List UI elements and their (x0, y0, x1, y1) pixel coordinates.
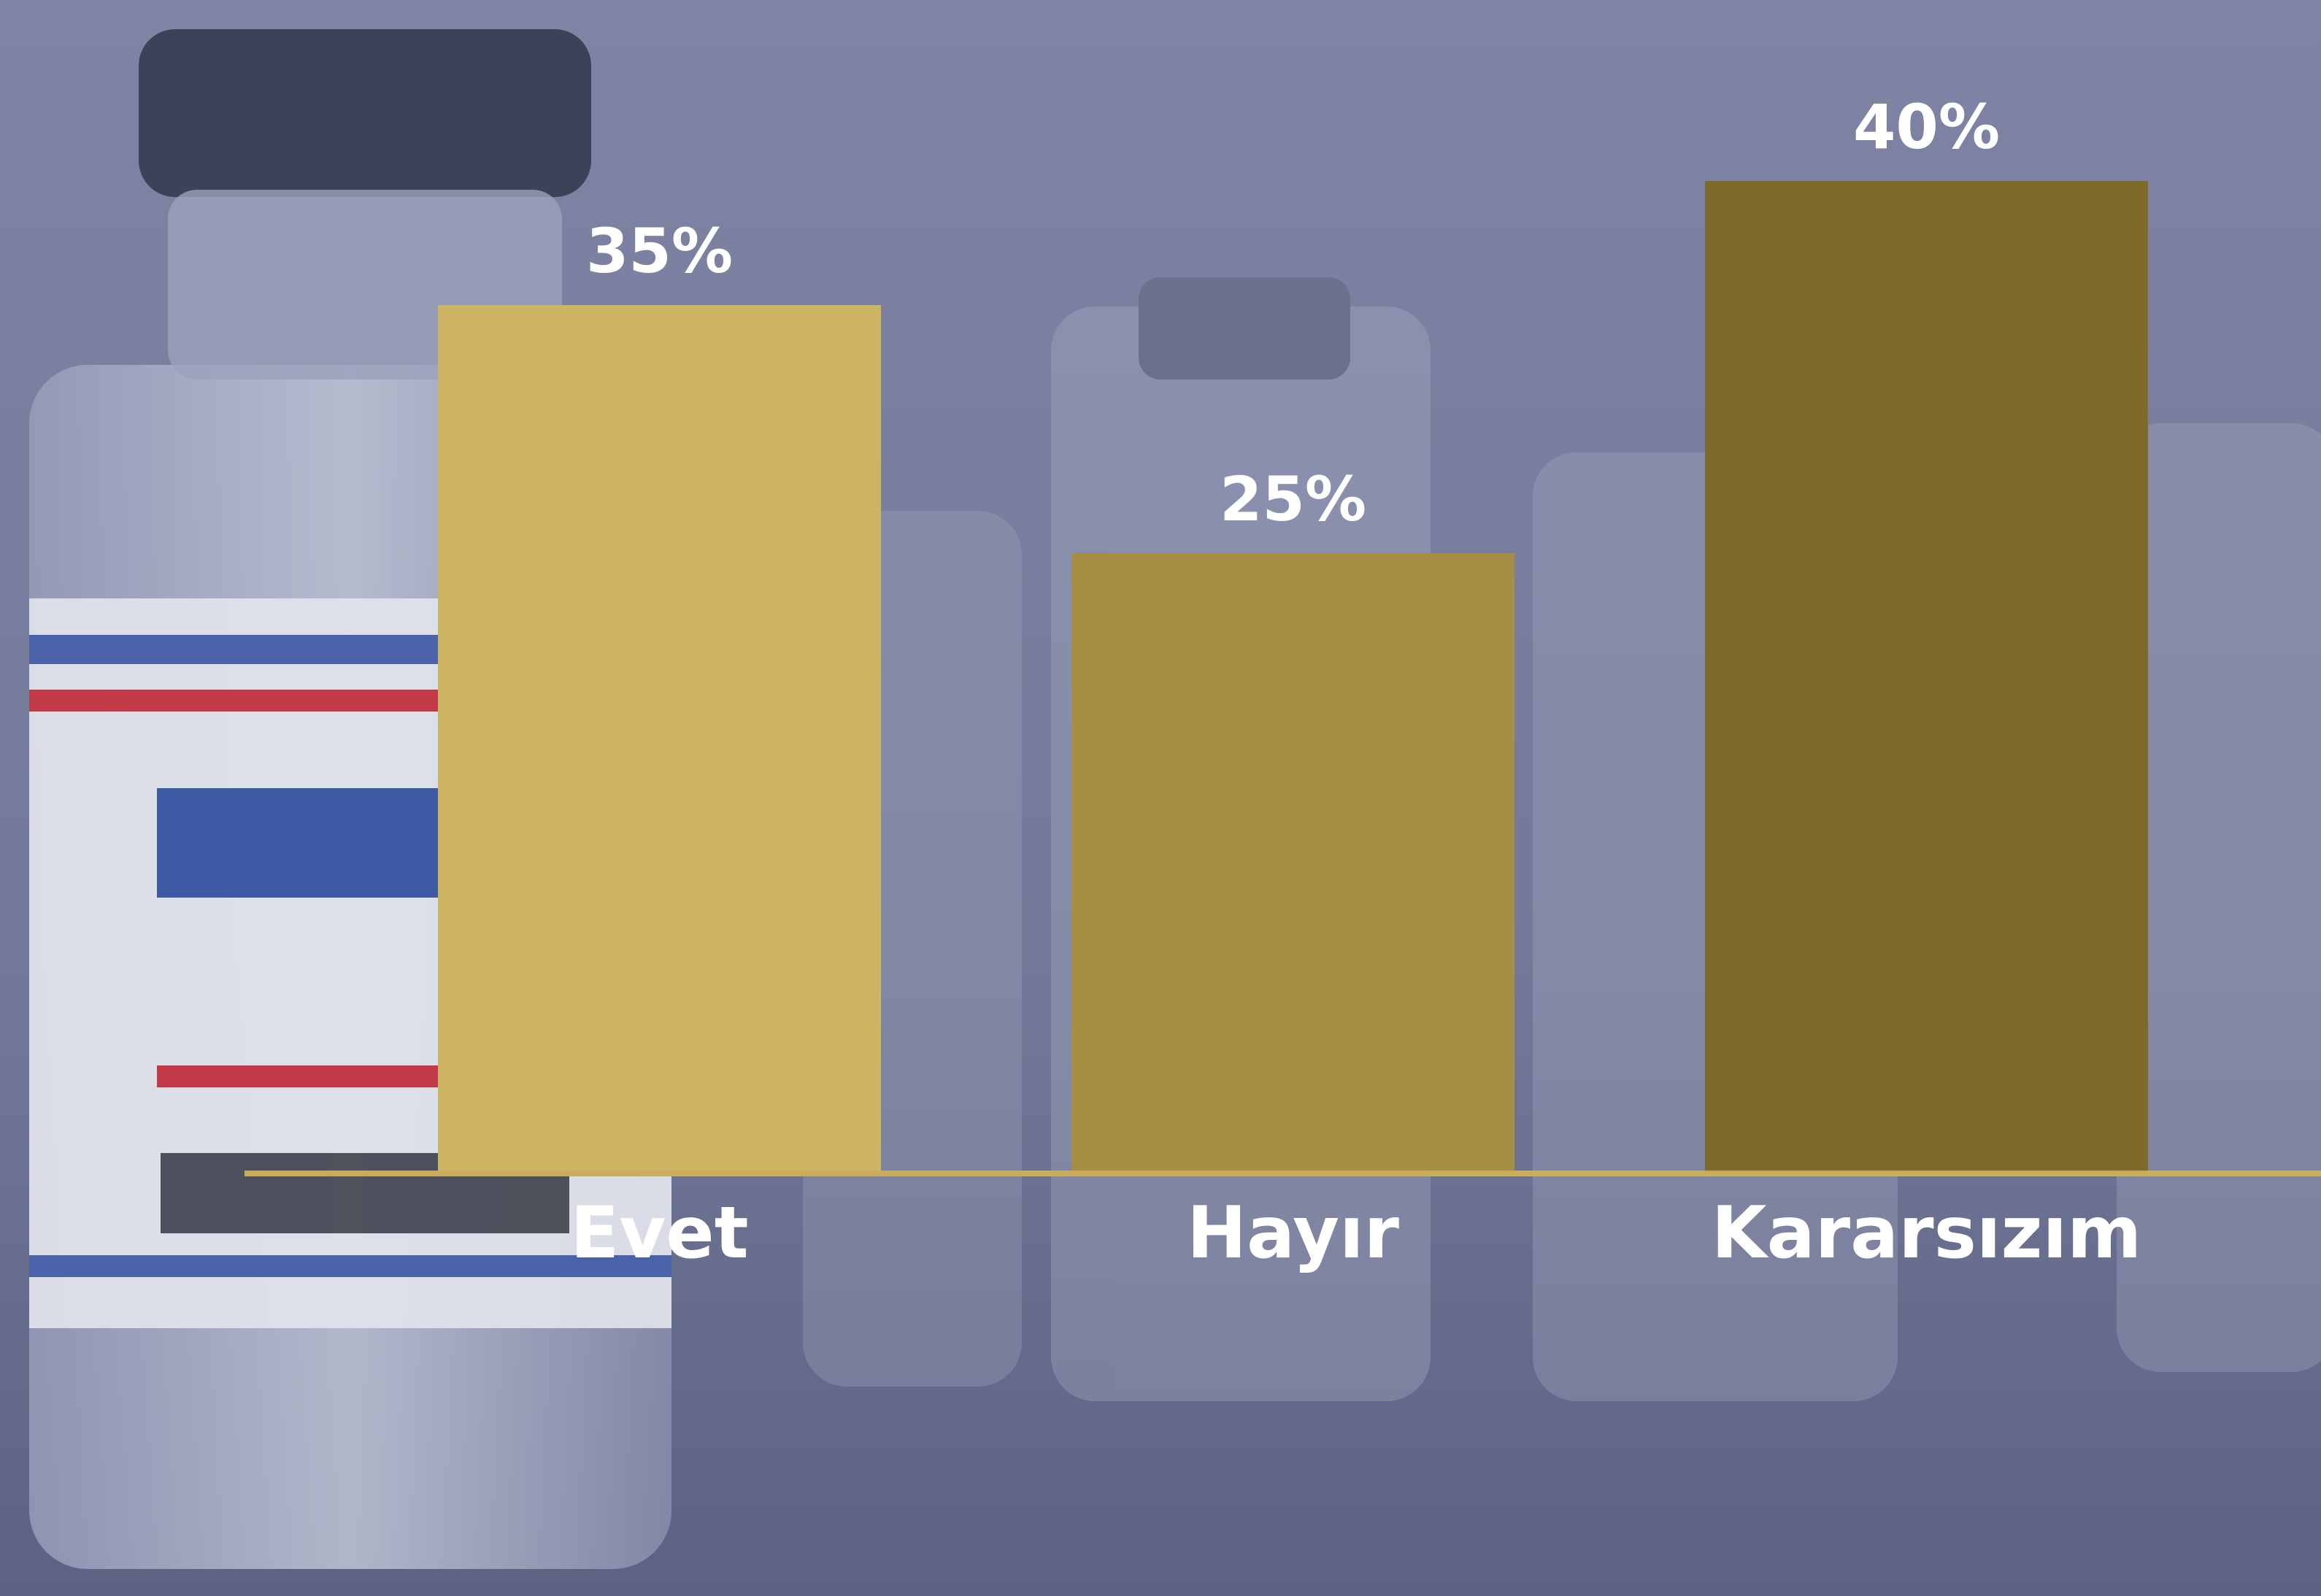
category-label: Evet (570, 1192, 748, 1275)
page: {"chart_data": {"type": "bar", "categori… (0, 0, 2321, 1596)
bar (438, 305, 881, 1173)
chart: 35% Evet 25% Hayır 40% Kararsızım (0, 0, 2321, 1596)
category-label: Hayır (1187, 1192, 1400, 1275)
value-label: 40% (1853, 91, 2000, 163)
value-label: 25% (1220, 463, 1366, 535)
bar (1071, 553, 1514, 1173)
bar (1705, 181, 2148, 1173)
value-label: 35% (586, 215, 733, 287)
category-label: Kararsızım (1712, 1192, 2142, 1275)
